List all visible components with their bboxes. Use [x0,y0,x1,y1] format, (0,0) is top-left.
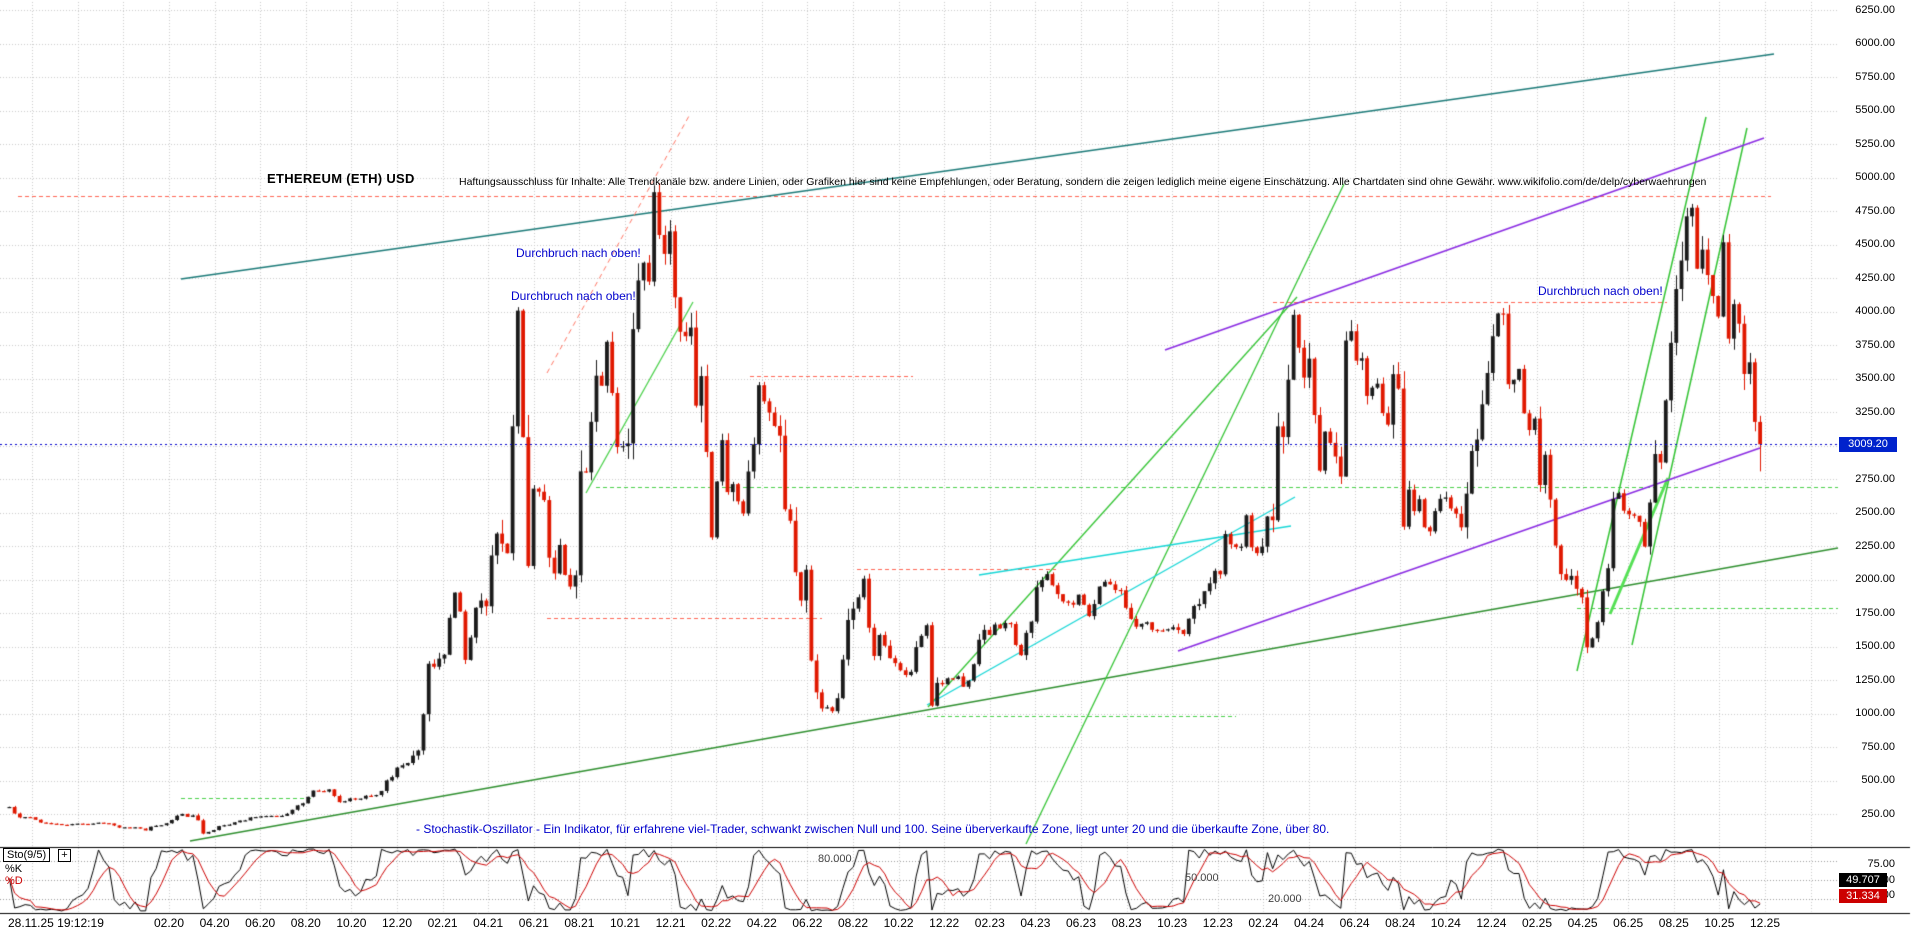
date-axis-label: 06.21 [518,916,549,930]
date-axis-label: 12.21 [655,916,686,930]
price-axis-label: 3250.00 [1855,405,1895,418]
date-axis-label: 08.24 [1385,916,1416,930]
date-axis-label: 04.25 [1567,916,1598,930]
date-axis-label: 02.25 [1521,916,1553,930]
breakout-annotation: Durchbruch nach oben! [511,289,636,303]
date-axis-label: 10.23 [1157,916,1188,930]
price-axis-label: 3500.00 [1855,372,1895,384]
date-axis-label: 10.22 [883,916,914,930]
date-axis-label: 12.23 [1202,916,1233,930]
date-axis-label: 10.20 [336,916,367,930]
breakout-annotation: Durchbruch nach oben! [516,246,641,260]
date-axis-label: 08.25 [1658,916,1689,930]
date-axis-label: 04.22 [746,916,777,930]
date-axis-label: 10.21 [609,916,641,930]
price-axis-label: 750.00 [1861,740,1895,753]
date-axis-label: 02.23 [974,916,1005,930]
price-axis-label: 3750.00 [1855,338,1895,351]
stochastic-d-value-badge: 31.334 [1839,889,1887,903]
date-axis-label: 08.23 [1111,916,1142,930]
date-axis-label: 04.20 [199,916,230,930]
date-axis-label: 10.24 [1430,916,1461,930]
price-axis-label: 2500.00 [1855,506,1895,518]
stochastic-description: - Stochastik-Oszillator - Ein Indikator,… [416,822,1330,836]
date-axis-label: 08.22 [837,916,869,930]
price-axis-label: 5750.00 [1855,70,1895,83]
breakout-annotation: Durchbruch nach oben! [1538,284,1663,298]
date-axis-label: 02.22 [701,916,732,930]
price-axis-label: 1000.00 [1855,707,1895,719]
stochastic-k-value-badge: 49.707 [1839,873,1887,887]
price-axis-label: 6250.00 [1855,3,1895,16]
chart-title: ETHEREUM (ETH) USD [267,171,415,186]
price-axis-label: 5000.00 [1855,171,1895,183]
date-axis-label: 12.24 [1476,916,1507,930]
price-axis-label: 4000.00 [1855,305,1895,317]
date-axis-label: 06.20 [245,916,276,930]
date-axis-label: 02.24 [1248,916,1279,930]
add-indicator-button[interactable]: + [58,849,71,862]
date-axis-label: 02.20 [153,916,185,930]
date-axis-label: 02.21 [427,916,458,930]
price-axis-label: 5250.00 [1855,137,1895,150]
price-axis-label: 2250.00 [1855,539,1895,552]
date-axis-label: 08.21 [564,916,595,930]
date-axis-label: 06.23 [1065,916,1097,930]
chart-timestamp: 28.11.25 19:12:19 [8,916,104,930]
date-axis-label: 08.20 [290,916,321,930]
oscillator-scale-label: 75.00 [1867,858,1895,870]
oscillator-zone-label: 80.000 [818,853,852,865]
price-axis-label: 1250.00 [1855,673,1895,686]
price-axis-label: 1500.00 [1855,640,1895,652]
percent-k-label: %K [5,863,23,875]
price-axis-label: 250.00 [1861,807,1895,820]
price-axis-label: 4750.00 [1855,204,1895,217]
price-axis-label: 1750.00 [1855,606,1895,619]
disclaimer-text: Haftungsausschluss für Inhalte: Alle Tre… [459,176,1707,188]
date-axis-label: 06.24 [1339,916,1370,930]
date-axis-label: 06.22 [792,916,823,930]
date-axis-label: 12.20 [381,916,413,930]
price-axis-label: 4500.00 [1855,238,1895,250]
price-axis-label: 4250.00 [1855,271,1895,284]
indicator-settings-button[interactable]: Sto(9/5) [3,848,51,862]
current-price-badge: 3009.20 [1839,437,1897,452]
date-axis-label: 06.25 [1613,916,1644,930]
price-axis-label: 6000.00 [1855,37,1895,49]
price-axis-label: 500.00 [1861,774,1895,786]
date-axis-label: 04.24 [1293,916,1325,930]
oscillator-zone-label: 50.000 [1185,872,1219,884]
price-axis-label: 5500.00 [1855,104,1895,116]
date-axis-label: 04.23 [1020,916,1051,930]
price-axis-label: 2750.00 [1855,472,1895,485]
percent-d-label: %D [5,875,23,887]
date-axis-label: 04.21 [473,916,504,930]
price-axis-label: 2000.00 [1855,573,1895,585]
date-axis-label: 10.25 [1704,916,1735,930]
date-axis-label: 12.25 [1749,916,1781,930]
oscillator-zone-label: 20.000 [1268,893,1302,905]
date-axis-label: 12.22 [929,916,960,930]
